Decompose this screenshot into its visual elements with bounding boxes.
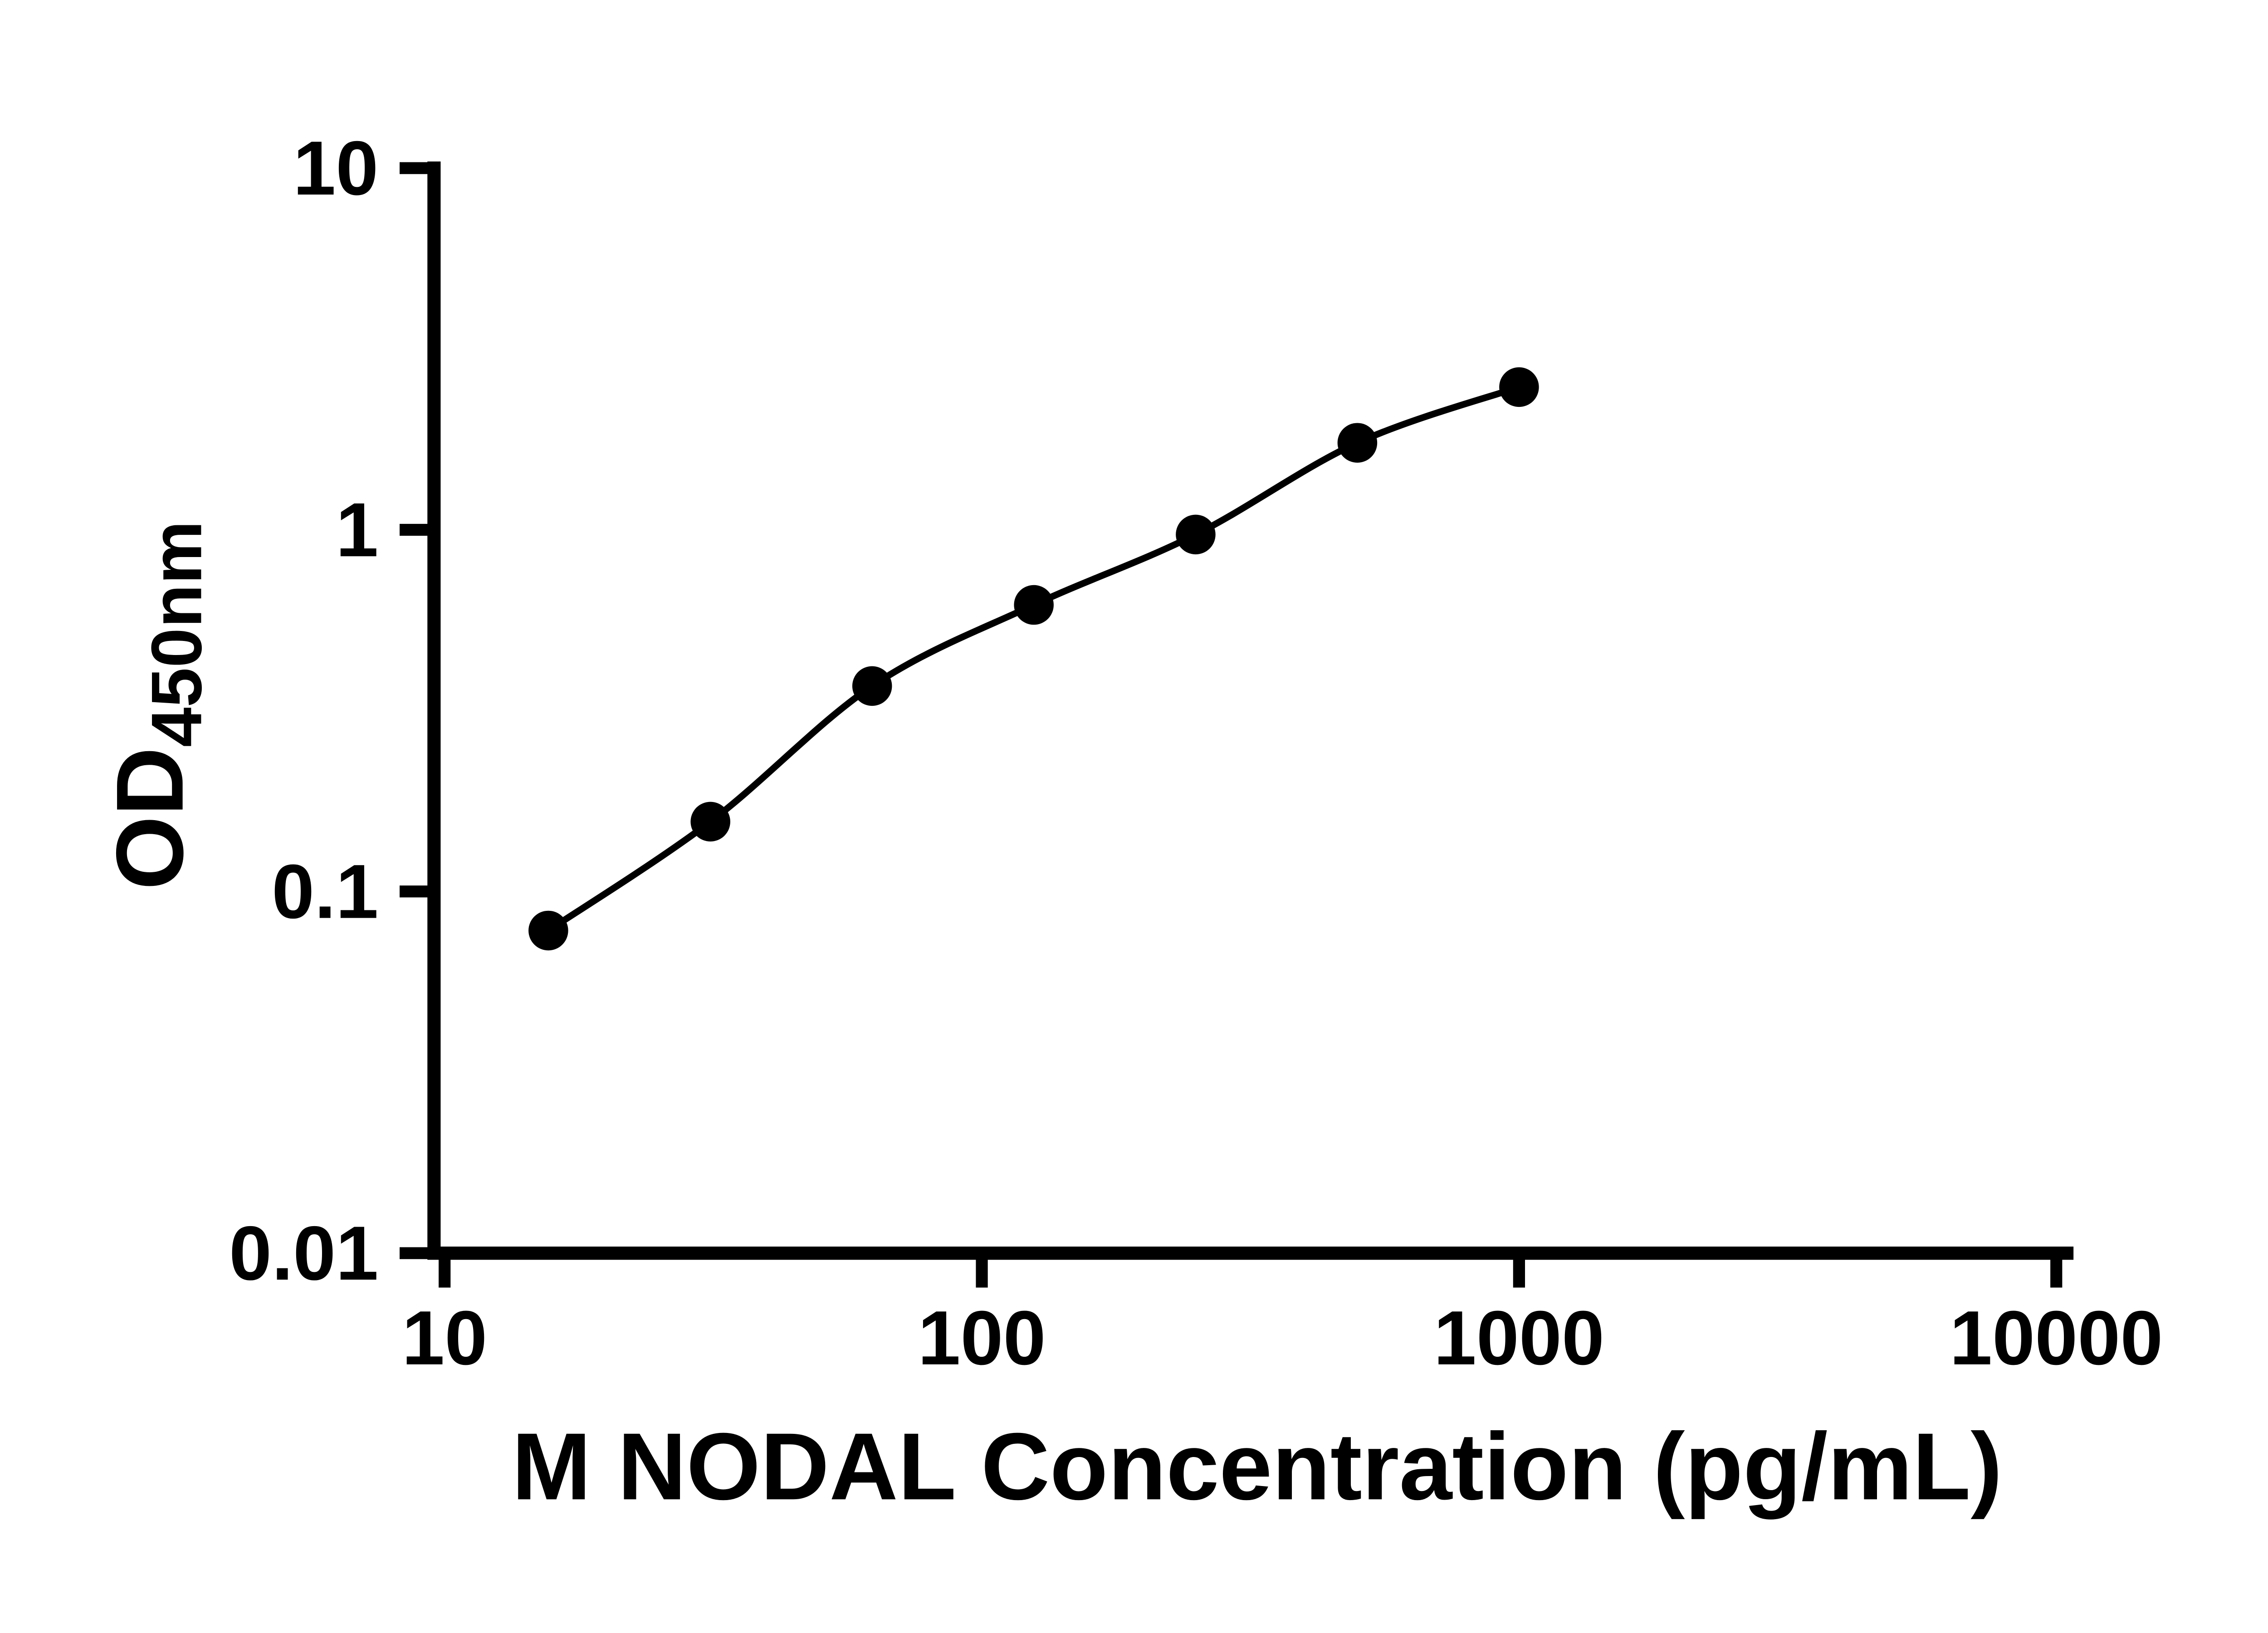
axis-spines: [427, 161, 2074, 1260]
data-point: [1499, 367, 1539, 407]
y-axis-title-subscript: 450nm: [137, 521, 216, 747]
data-point: [852, 666, 892, 706]
y-tick-label: 10: [293, 125, 378, 211]
data-point: [1337, 423, 1378, 463]
data-point: [1014, 585, 1054, 625]
y-tick-label: 1: [336, 487, 378, 572]
x-tick-label: 100: [918, 1295, 1046, 1381]
x-tick-label: 10000: [1950, 1295, 2163, 1381]
data-point: [528, 910, 568, 951]
x-tick-label: 1000: [1434, 1295, 1604, 1381]
y-axis-title-main: OD: [97, 747, 203, 890]
y-tick-label: 0.01: [229, 1210, 378, 1296]
x-tick-label: 10: [402, 1295, 487, 1381]
data-point: [690, 802, 730, 842]
y-axis-title: OD450nm: [97, 521, 217, 890]
plot-area: 0.01 0.1 1 10 10 100 1000 10000: [229, 125, 2163, 1381]
data-point: [1176, 514, 1216, 555]
y-tick-label: 0.1: [272, 849, 378, 934]
x-axis-title: M NODAL Concentration (pg/mL): [512, 1413, 2002, 1520]
standard-curve-line: [546, 384, 1520, 934]
